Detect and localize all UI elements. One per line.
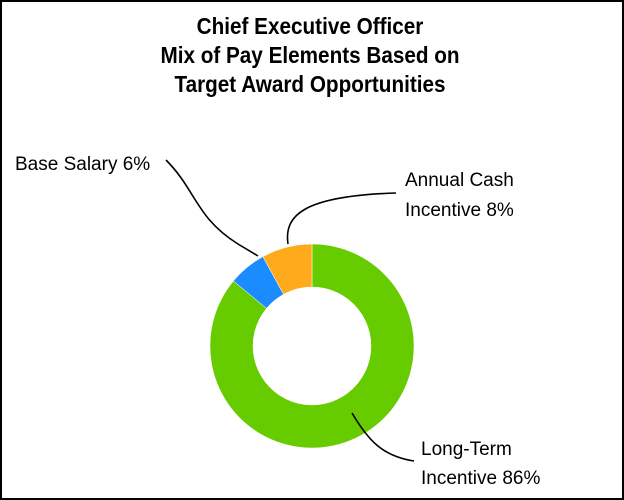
leader-lines [165,159,415,462]
leader-line-annual-cash-incentive [286,192,397,245]
title-line-1: Chief Executive Officer [196,13,424,39]
label-base-salary: Base Salary 6% [15,154,150,175]
slice-long-term-incentive [209,243,415,449]
title-line-3: Target Award Opportunities [174,71,446,97]
slice-annual-cash-incentive [262,243,313,295]
chart-title: Chief Executive Officer Mix of Pay Eleme… [31,12,589,99]
label-long-term-incentive-line-2: Incentive 86% [421,468,540,489]
label-annual-cash-incentive-line-1: Annual Cash [405,170,514,191]
title-line-2: Mix of Pay Elements Based on [160,42,460,68]
slice-labels: Base Salary 6% Annual Cash Incentive 8% … [15,154,540,489]
leader-line-base-salary [165,159,259,257]
label-annual-cash-incentive-line-2: Incentive 8% [405,200,514,221]
leader-line-long-term-incentive [351,412,415,462]
label-long-term-incentive-line-1: Long-Term [421,439,512,460]
donut-slices [209,243,415,449]
